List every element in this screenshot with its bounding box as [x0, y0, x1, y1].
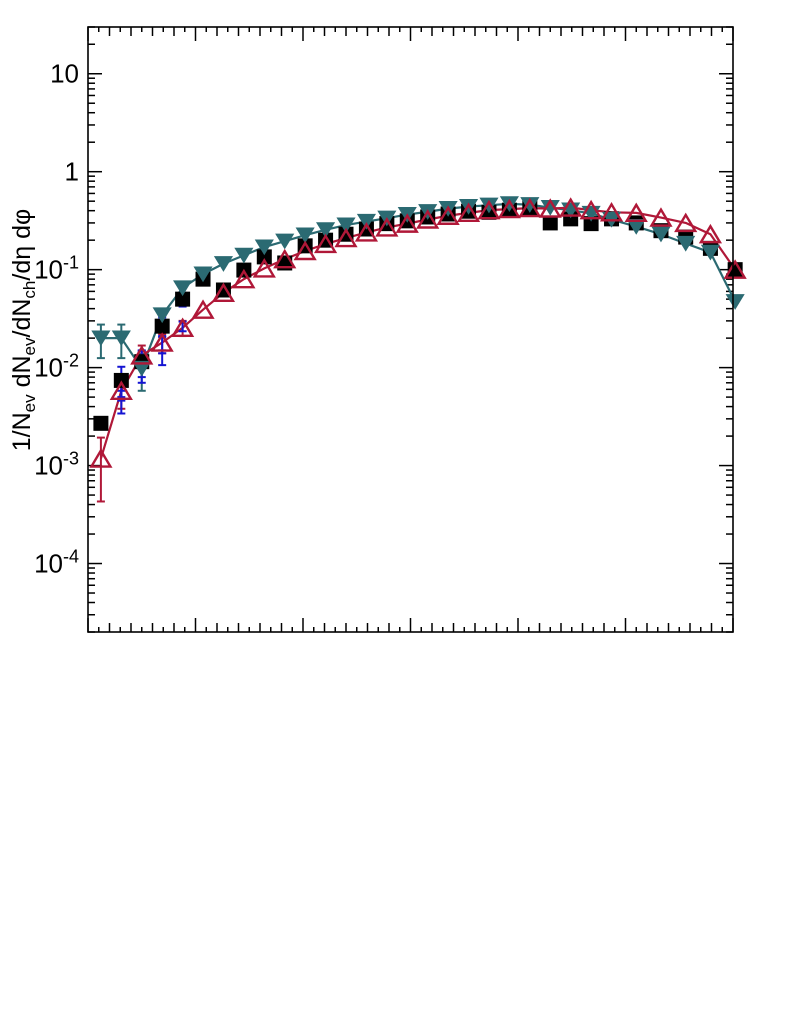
marker-model-crimson-triangles	[313, 233, 338, 254]
y-axis-label-sub-1: ev	[20, 394, 39, 412]
marker-model-crimson-triangles	[624, 202, 648, 223]
marker-model-teal-triangles	[234, 247, 254, 264]
marker-data-black-squares	[542, 215, 558, 231]
marker-model-teal-triangles	[626, 219, 646, 235]
marker-model-crimson-triangles	[436, 205, 460, 225]
y-axis-label-part-4: /dη dφ	[8, 209, 36, 281]
marker-model-teal-triangles	[356, 213, 376, 230]
marker-model-crimson-triangles	[723, 259, 747, 279]
y-tick-label-exponent: -4	[63, 547, 79, 567]
marker-model-teal-triangles	[152, 307, 172, 324]
marker-model-teal-triangles	[520, 197, 540, 213]
marker-model-crimson-triangles	[109, 380, 133, 400]
marker-model-crimson-triangles	[150, 332, 174, 352]
marker-model-teal-triangles	[676, 235, 696, 252]
y-axis-label-part-2: dN	[8, 355, 36, 394]
y-tick-label-exponent: -3	[63, 449, 79, 469]
frame-rect	[87, 26, 734, 633]
marker-model-teal-triangles	[499, 196, 519, 212]
marker-model-crimson-triangles	[456, 202, 481, 223]
marker-model-crimson-triangles	[252, 258, 276, 278]
plot-frame	[87, 26, 734, 633]
marker-model-teal-triangles	[316, 222, 336, 238]
marker-model-crimson-triangles	[518, 197, 542, 218]
y-tick-label-mantissa: 1	[65, 157, 79, 187]
y-tick-label: 10-4	[34, 547, 79, 579]
y-tick-label-mantissa: 10	[34, 451, 63, 481]
y-axis-label-part-1: 1/N	[8, 412, 36, 451]
marker-model-crimson-triangles	[649, 207, 673, 227]
y-tick-label: 10-3	[34, 449, 79, 481]
marker-data-black-squares	[93, 415, 109, 431]
marker-model-teal-triangles	[213, 256, 234, 272]
marker-model-crimson-triangles	[293, 240, 317, 261]
y-axis-label-sub-2: ev	[20, 337, 39, 355]
y-tick-label: 1	[65, 157, 79, 187]
marker-data-black-squares	[175, 291, 191, 307]
marker-model-teal-triangles	[479, 197, 499, 214]
y-tick-label: 10	[50, 59, 79, 89]
marker-model-teal-triangles	[275, 233, 295, 250]
y-axis-label-part-3: /dN	[8, 299, 36, 338]
y-axis-label-sub-3: ch	[20, 281, 39, 299]
marker-model-crimson-triangles	[579, 199, 603, 220]
marker-model-crimson-triangles	[211, 282, 236, 303]
y-tick-label-mantissa: 10	[34, 353, 63, 383]
marker-model-teal-triangles	[111, 330, 131, 347]
marker-model-teal-triangles	[295, 227, 315, 244]
marker-model-crimson-triangles	[273, 248, 297, 269]
y-tick-label-mantissa: 10	[50, 59, 79, 89]
marker-model-teal-triangles	[254, 239, 274, 256]
marker-data-black-squares	[215, 282, 231, 298]
marker-model-crimson-triangles	[674, 212, 698, 233]
marker-model-crimson-triangles	[130, 345, 154, 365]
marker-model-crimson-triangles	[89, 448, 113, 468]
marker-model-teal-triangles	[336, 217, 356, 234]
svg-text:1/Nev dNev/dNch/dη dφ: 1/Nev dNev/dNch/dη dφ	[8, 209, 39, 451]
marker-model-crimson-triangles	[191, 299, 215, 319]
series-markers	[89, 196, 747, 468]
marker-model-crimson-triangles	[698, 223, 723, 244]
marker-data-black-squares	[256, 249, 272, 265]
marker-data-black-squares	[583, 216, 599, 232]
marker-data-black-squares	[154, 318, 170, 334]
y-tick-label-mantissa: 10	[34, 255, 63, 285]
y-tick-label-exponent: -1	[63, 253, 79, 273]
marker-model-teal-triangles	[132, 360, 152, 377]
marker-model-crimson-triangles	[170, 317, 195, 337]
marker-model-teal-triangles	[193, 266, 213, 283]
y-tick-label: 10-2	[34, 351, 79, 383]
marker-model-crimson-triangles	[416, 209, 440, 229]
y-axis-label: 1/Nev dNev/dNch/dη dφ	[8, 209, 39, 451]
marker-model-crimson-triangles	[497, 198, 522, 219]
marker-model-teal-triangles	[725, 294, 745, 310]
marker-model-crimson-triangles	[232, 268, 256, 289]
marker-model-crimson-triangles	[538, 198, 562, 218]
marker-data-black-squares	[113, 372, 129, 388]
marker-model-crimson-triangles	[559, 197, 583, 217]
marker-model-teal-triangles	[173, 280, 193, 297]
marker-model-crimson-triangles	[477, 199, 501, 220]
marker-model-crimson-triangles	[599, 201, 624, 222]
marker-model-teal-triangles	[91, 330, 111, 347]
y-tick-label: 10-1	[34, 253, 79, 285]
marker-model-crimson-triangles	[395, 213, 419, 233]
marker-model-teal-triangles	[651, 226, 671, 243]
marker-model-teal-triangles	[700, 244, 720, 261]
marker-model-crimson-triangles	[375, 217, 399, 237]
y-tick-label-exponent: -2	[63, 351, 79, 371]
marker-model-crimson-triangles	[354, 222, 379, 242]
y-tick-label-mantissa: 10	[34, 549, 63, 579]
marker-model-crimson-triangles	[334, 227, 358, 248]
